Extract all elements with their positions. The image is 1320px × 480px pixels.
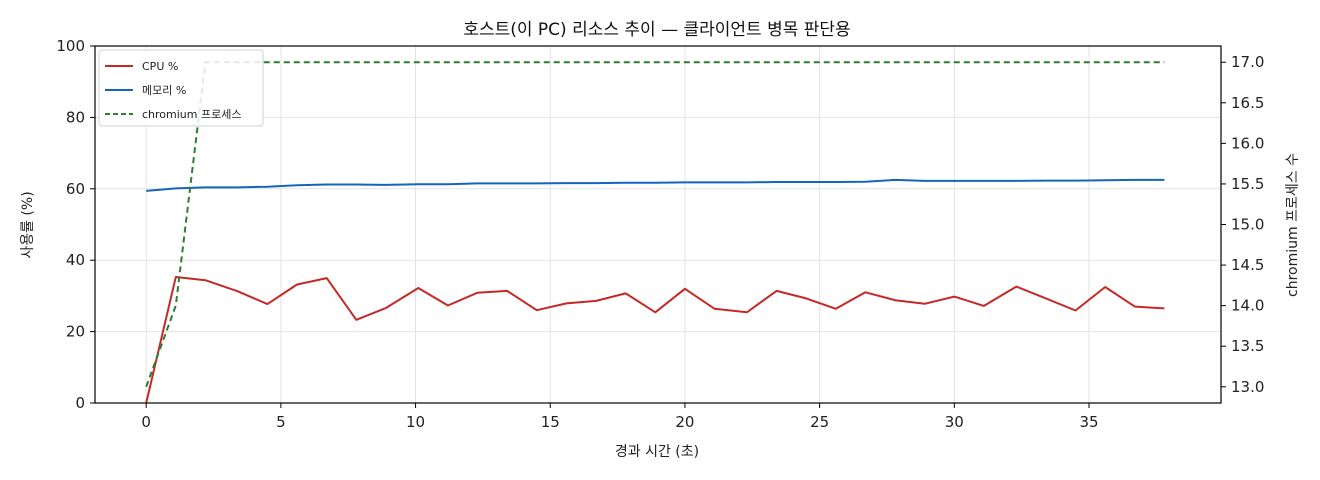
y2-tick-label: 14.5 (1231, 256, 1264, 274)
y2-axis-label: chromium 프로세스 수 (1285, 153, 1301, 297)
legend-box (98, 49, 264, 127)
y2-tick-label: 15.5 (1231, 175, 1264, 193)
y-tick-label: 100 (56, 37, 85, 55)
y2-tick-label: 15.0 (1231, 216, 1264, 234)
x-tick-label: 20 (675, 413, 694, 431)
y-tick-label: 40 (66, 251, 85, 269)
series-line-series (146, 178, 1165, 192)
chart-title: 호스트(이 PC) 리소스 추이 — 클라이언트 병목 판단용 (463, 20, 850, 40)
y2-tick-label: 13.0 (1231, 378, 1264, 396)
x-tick-label: 0 (141, 413, 151, 431)
series-line-chromium (145, 61, 1165, 388)
legend-label: 메모리 % (142, 84, 186, 97)
x-tick-label: 35 (1079, 413, 1098, 431)
x-tick-label: 10 (406, 413, 425, 431)
y2-tick-label: 16.5 (1231, 94, 1264, 112)
x-axis-label: 경과 시간 (초) (615, 444, 699, 460)
y-tick-label: 20 (66, 323, 85, 341)
axis-ticks: 0 5 10 15 20 25 30 35 0 20 40 60 80 100 13.0 13.5 14.0 14… (56, 37, 1264, 431)
y2-tick-label: 13.5 (1231, 337, 1264, 355)
series-lines (145, 61, 1165, 404)
legend-label: chromium 프로세스 (142, 108, 241, 121)
x-tick-label: 5 (276, 413, 286, 431)
x-tick-label: 30 (945, 413, 964, 431)
series-line-cpu (145, 276, 1165, 404)
y2-tick-label: 17.0 (1231, 53, 1264, 71)
legend: CPU % 메모리 % chromium 프로세스 (98, 49, 264, 127)
y2-tick-label: 16.0 (1231, 134, 1264, 152)
grid (95, 45, 1221, 404)
legend-label: CPU % (142, 60, 178, 73)
y-axis-label: 사용률 (%) (20, 191, 36, 258)
y-tick-label: 60 (66, 180, 85, 198)
plot-frame (94, 45, 1222, 404)
x-tick-label: 15 (541, 413, 560, 431)
y-tick-label: 80 (66, 108, 85, 126)
x-tick-label: 25 (810, 413, 829, 431)
y2-tick-label: 14.0 (1231, 297, 1264, 315)
y-tick-label: 0 (75, 394, 85, 412)
